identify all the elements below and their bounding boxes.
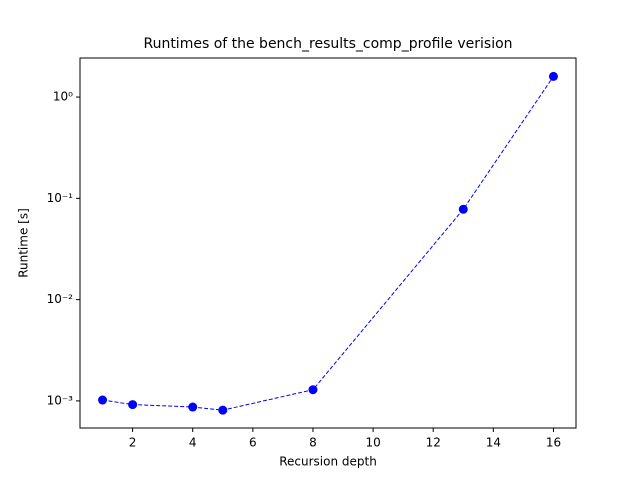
x-tick-label: 14 xyxy=(486,436,501,450)
y-tick-label: 10⁻² xyxy=(47,292,74,306)
y-tick-label: 10⁻³ xyxy=(47,393,74,407)
x-tick-label: 10 xyxy=(365,436,380,450)
y-axis-label: Runtime [s] xyxy=(17,208,31,278)
x-tick-label: 8 xyxy=(309,436,317,450)
x-tick-label: 12 xyxy=(426,436,441,450)
data-point xyxy=(98,395,108,405)
y-tick-label: 10⁰ xyxy=(53,90,73,104)
data-point xyxy=(308,385,318,395)
data-point xyxy=(218,405,228,415)
plot-frame xyxy=(79,57,577,429)
x-tick-label: 4 xyxy=(189,436,197,450)
data-point xyxy=(548,71,558,81)
chart-title: Runtimes of the bench_results_comp_profi… xyxy=(143,36,512,52)
y-tick-label: 10⁻¹ xyxy=(47,191,74,205)
x-tick-label: 2 xyxy=(129,436,137,450)
x-tick-label: 6 xyxy=(249,436,257,450)
data-point xyxy=(128,400,138,410)
data-point xyxy=(458,204,468,214)
x-tick-label: 16 xyxy=(546,436,561,450)
data-point xyxy=(188,402,198,412)
x-axis-label: Recursion depth xyxy=(279,455,377,469)
